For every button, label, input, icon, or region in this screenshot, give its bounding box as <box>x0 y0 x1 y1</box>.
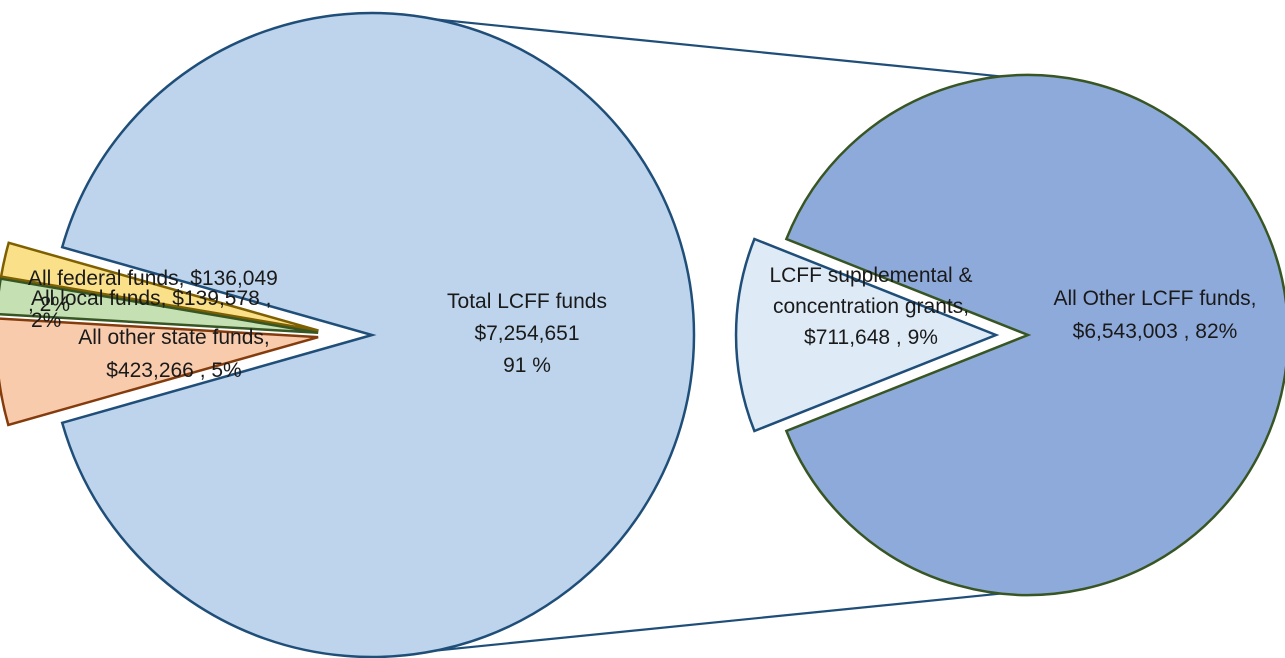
label-lcff-supplemental-grants-line: concentration grants, <box>773 295 969 318</box>
connector-line-bottom <box>371 592 1001 658</box>
label-all-other-state-funds-line: $423,266 , 5% <box>106 359 241 382</box>
label-lcff-supplemental-grants-line: $711,648 , 9% <box>804 326 938 349</box>
label-lcff-supplemental-grants: LCFF supplemental & concentration grants,… <box>769 264 972 349</box>
slice-total-lcff-funds <box>60 11 696 658</box>
label-all-other-lcff-funds-line: $6,543,003 , 82% <box>1073 320 1238 343</box>
label-all-federal-funds-line: , 2% <box>28 293 70 316</box>
label-all-other-state-funds-line: All other state funds, <box>78 326 269 349</box>
label-all-other-lcff-funds-line: All Other LCFF funds, <box>1053 287 1256 310</box>
label-all-local-funds: All local funds, $139,578 , 2% <box>31 287 272 332</box>
label-lcff-supplemental-grants-line: LCFF supplemental & <box>769 264 972 287</box>
label-total-lcff-funds: Total LCFF funds $7,254,651 91 % <box>447 290 607 377</box>
label-all-other-lcff-funds: All Other LCFF funds, $6,543,003 , 82% <box>1053 287 1256 343</box>
label-all-federal-funds: All federal funds, $136,049 , 2% <box>28 267 278 316</box>
slice-all-local-funds <box>0 277 319 334</box>
slice-all-federal-funds <box>0 241 319 332</box>
slice-all-other-state-funds <box>0 317 319 427</box>
slice-all-other-lcff-funds <box>784 73 1285 597</box>
label-all-local-funds-line: 2% <box>31 309 61 332</box>
connector-line-top <box>371 11 1001 78</box>
label-total-lcff-funds-line: $7,254,651 <box>474 322 579 345</box>
label-total-lcff-funds-line: 91 % <box>503 354 551 377</box>
label-all-federal-funds-line: All federal funds, $136,049 <box>28 267 278 290</box>
label-all-local-funds-line: All local funds, $139,578 , <box>31 287 272 310</box>
label-all-other-state-funds: All other state funds, $423,266 , 5% <box>78 326 269 382</box>
label-total-lcff-funds-line: Total LCFF funds <box>447 290 607 313</box>
slice-lcff-supplemental-concentration-grants <box>734 237 1000 433</box>
